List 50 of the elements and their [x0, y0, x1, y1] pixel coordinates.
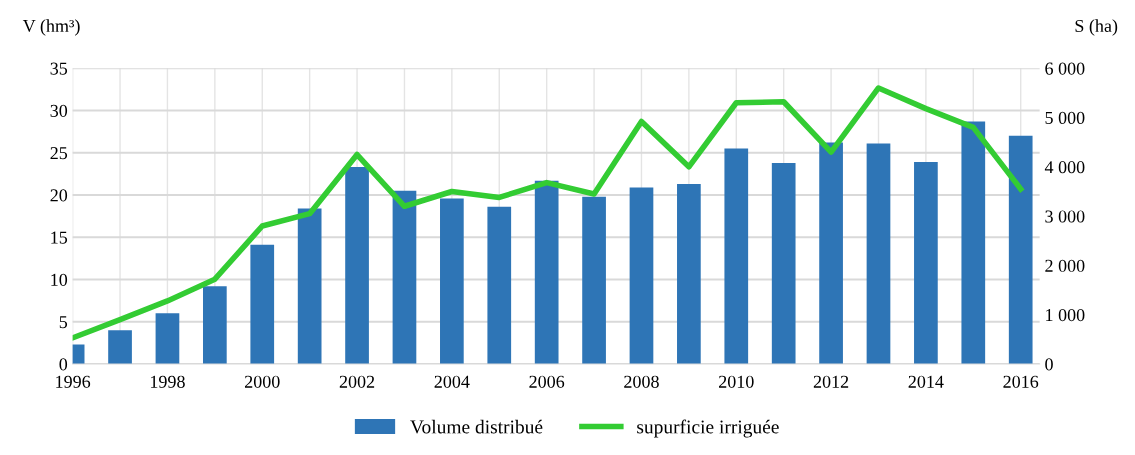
x-tick-label: 2014: [908, 375, 944, 388]
x-tick-label: 2002: [339, 375, 375, 388]
bar: [629, 187, 654, 364]
bar: [582, 196, 606, 364]
y-tick-label: 20: [50, 189, 68, 202]
bar: [250, 244, 275, 364]
bar: [203, 286, 227, 364]
y2-tick-label: 2 000: [1045, 259, 1085, 272]
bar: [914, 162, 938, 364]
x-tick-label: 2000: [244, 375, 280, 388]
bar: [724, 148, 749, 364]
y-tick-label: 25: [50, 147, 68, 160]
bar: [392, 190, 417, 364]
x-tick-label: 2010: [719, 375, 754, 388]
y2-tick-label: 1 000: [1046, 308, 1085, 322]
bar: [677, 184, 701, 364]
x-tick-label: 2016: [1003, 375, 1039, 388]
bar: [345, 167, 369, 364]
x-tick-label: 1996: [56, 375, 91, 388]
y-tick-label: 0: [59, 358, 68, 371]
y2-tick-label: 4 000: [1044, 161, 1085, 174]
y-tick-label: 10: [51, 273, 68, 286]
legend-label: supurficie irriguée: [637, 419, 779, 438]
y-tick-label: 5: [59, 316, 68, 329]
bar: [771, 162, 796, 364]
x-tick-label: 2012: [813, 375, 849, 388]
x-tick-label: 2006: [529, 375, 565, 388]
y2-axis-title: S (ha): [1075, 19, 1118, 36]
y2-tick-label: 5 000: [1045, 111, 1085, 124]
y2-tick-label: 0: [1045, 358, 1053, 371]
bar: [487, 206, 512, 364]
y-tick-label: 15: [51, 231, 68, 244]
x-tick-label: 1998: [150, 375, 185, 388]
bar: [961, 121, 986, 364]
x-tick-label: 2004: [434, 375, 470, 388]
bar: [297, 208, 322, 364]
y-tick-label: 30: [50, 104, 68, 117]
y-axis-title: V (hm³): [22, 19, 80, 36]
bar: [440, 198, 464, 364]
bar: [155, 313, 180, 364]
bar: [819, 142, 843, 364]
bar: [108, 330, 132, 364]
legend-label: Volume distribué: [410, 419, 543, 434]
y2-tick-label: 3 000: [1045, 210, 1085, 223]
bar: [534, 180, 559, 364]
x-tick-label: 2008: [624, 375, 659, 388]
y2-tick-label: 6 000: [1045, 62, 1085, 75]
bar: [866, 143, 891, 364]
y-tick-label: 35: [50, 62, 68, 75]
bar: [1008, 135, 1033, 364]
